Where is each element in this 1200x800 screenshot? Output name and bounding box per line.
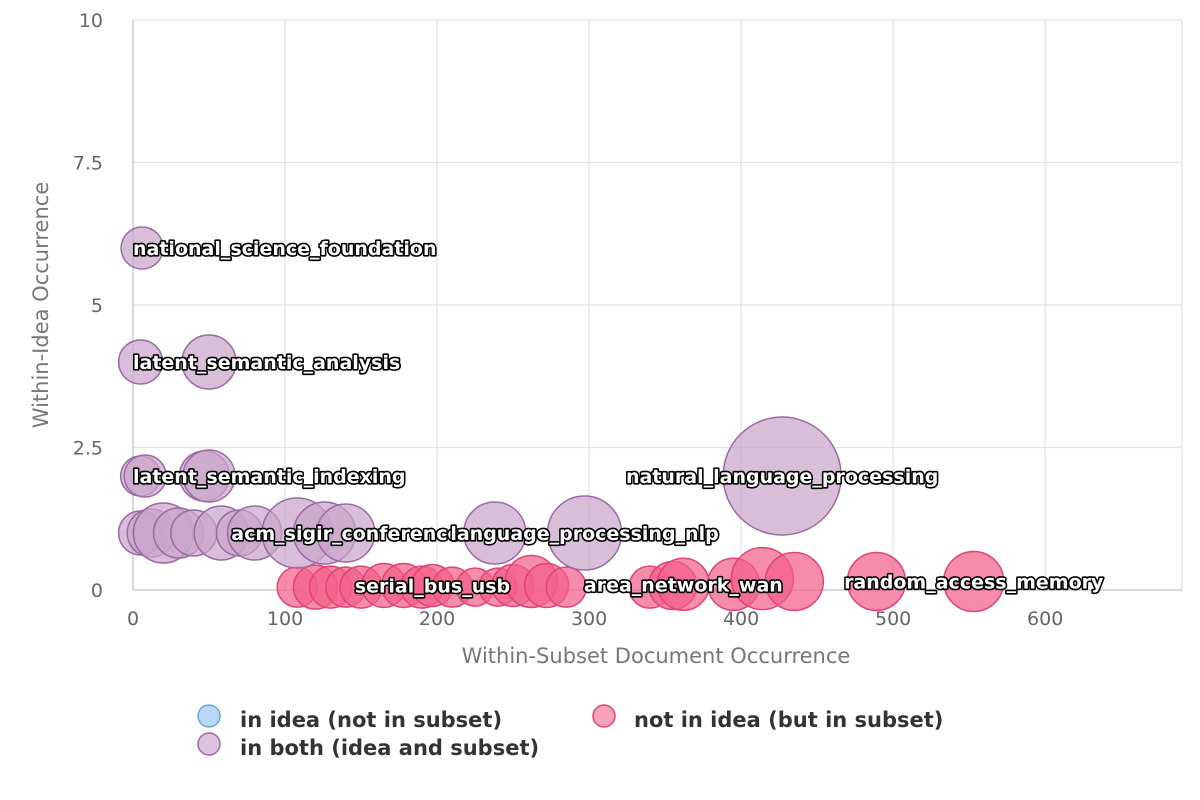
x-tick-label: 300 <box>571 608 607 630</box>
bubble-point[interactable] <box>316 503 376 563</box>
bubble-label: national_science_foundation <box>133 238 436 260</box>
y-axis-title: Within-Idea Occurrence <box>29 182 53 428</box>
bubble-label: random_access_memory <box>844 571 1104 593</box>
legend-label-in-both: in both (idea and subset) <box>240 736 539 760</box>
bubble-point[interactable] <box>117 339 164 385</box>
y-tick-label: 5 <box>91 295 103 317</box>
legend-item-in-both[interactable]: in both (idea and subset) <box>197 732 539 760</box>
bubble-point[interactable] <box>942 550 1005 613</box>
bubble-label: latent_semantic_indexing <box>133 466 406 488</box>
bubble-label: language_processing_nlp <box>450 523 718 545</box>
legend-item-not-in-idea[interactable]: not in idea (but in subset) <box>592 704 943 732</box>
bubble-point[interactable] <box>764 551 825 612</box>
y-tick-label: 10 <box>79 10 103 32</box>
legend-swatch-in-idea <box>197 704 221 728</box>
legend: in idea (not in subset) not in idea (but… <box>197 704 943 760</box>
x-tick-label: 600 <box>1027 608 1063 630</box>
bubble-point[interactable] <box>120 226 164 270</box>
bubble-point[interactable] <box>123 454 167 498</box>
bubble-point[interactable] <box>722 416 842 536</box>
bubble-point[interactable] <box>846 551 907 612</box>
x-tick-label: 100 <box>267 608 303 630</box>
legend-swatch-not-in-idea <box>592 704 616 728</box>
legend-swatch-in-both <box>197 732 221 756</box>
bubble-label: acm_sigir_conference <box>231 523 460 545</box>
y-tick-label: 2.5 <box>73 438 103 460</box>
legend-label-in-idea: in idea (not in subset) <box>240 708 502 732</box>
grid-lines <box>133 19 1183 590</box>
legend-label-not-in-idea: not in idea (but in subset) <box>634 708 943 732</box>
x-tick-label: 200 <box>419 608 455 630</box>
bubbles <box>117 226 1005 613</box>
bubble-labels: serial_bus_usb area_network_wan random_acc… <box>131 236 1105 599</box>
bubble-label: latent_semantic_analysis <box>133 352 400 374</box>
x-tick-label: 500 <box>875 608 911 630</box>
x-tick-label: 0 <box>127 608 139 630</box>
bubble-label: area_network_wan <box>584 574 783 596</box>
y-tick-label: 7.5 <box>73 153 103 175</box>
bubble-label: serial_bus_usb <box>355 575 510 597</box>
x-axis-title: Within-Subset Document Occurrence <box>462 644 851 668</box>
axes: 0 100 200 300 400 500 600 0 2.5 5 7.5 10 <box>73 10 1182 630</box>
y-tick-label: 0 <box>91 580 103 602</box>
bubble-point[interactable] <box>463 501 527 565</box>
legend-item-in-idea[interactable]: in idea (not in subset) <box>197 704 502 732</box>
bubble-point[interactable] <box>546 495 623 571</box>
bubble-point[interactable] <box>181 334 237 390</box>
x-tick-label: 400 <box>723 608 759 630</box>
bubble-point[interactable] <box>182 449 236 503</box>
bubble-label: natural_language_processing <box>626 466 938 488</box>
bubble-point[interactable] <box>545 566 588 608</box>
